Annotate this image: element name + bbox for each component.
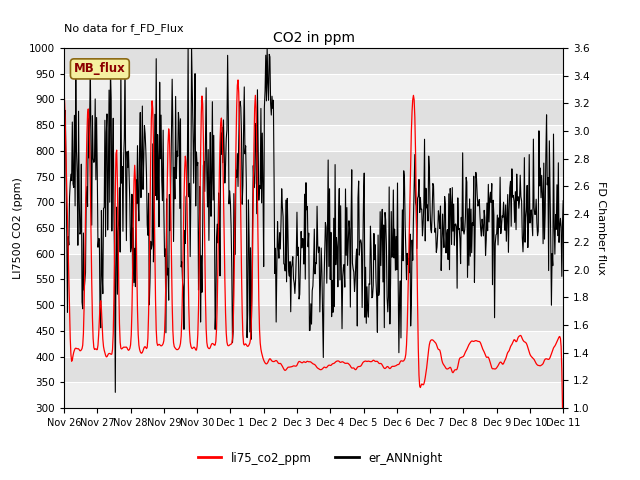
- Bar: [64, 279, 563, 305]
- Text: MB_flux: MB_flux: [74, 62, 125, 75]
- Y-axis label: LI7500 CO2 (ppm): LI7500 CO2 (ppm): [13, 177, 23, 279]
- Bar: [64, 74, 563, 99]
- Bar: [64, 202, 563, 228]
- Bar: [64, 382, 563, 408]
- Bar: [64, 125, 563, 151]
- Legend: li75_co2_ppm, er_ANNnight: li75_co2_ppm, er_ANNnight: [193, 447, 447, 469]
- Bar: [64, 151, 563, 177]
- Text: No data for f_FD_Flux: No data for f_FD_Flux: [64, 23, 184, 34]
- Bar: [64, 305, 563, 331]
- Bar: [64, 331, 563, 357]
- Y-axis label: FD Chamber flux: FD Chamber flux: [596, 181, 606, 275]
- Bar: [64, 357, 563, 382]
- Bar: [64, 228, 563, 254]
- Bar: [64, 177, 563, 202]
- Bar: [64, 48, 563, 74]
- Bar: [64, 99, 563, 125]
- Bar: [64, 254, 563, 279]
- Title: CO2 in ppm: CO2 in ppm: [273, 32, 355, 46]
